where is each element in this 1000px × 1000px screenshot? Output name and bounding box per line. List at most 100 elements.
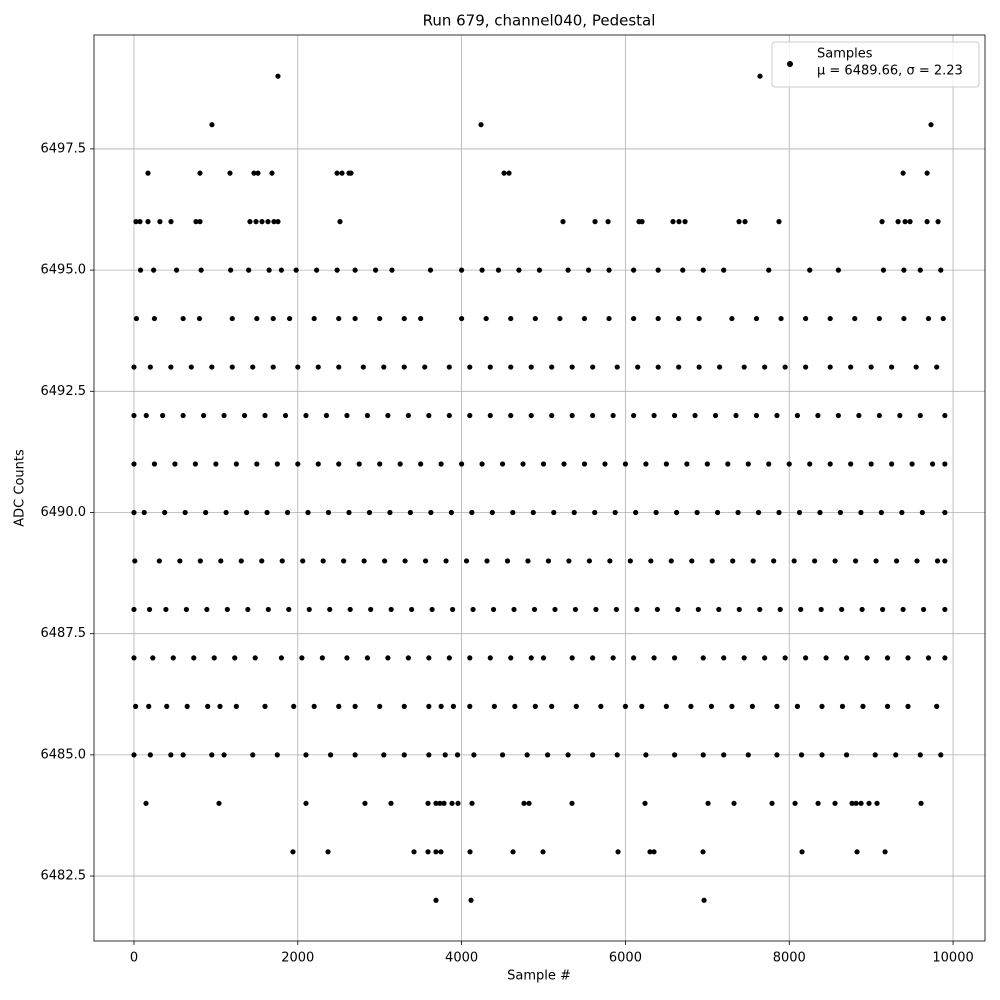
point: [422, 558, 429, 564]
point: [484, 558, 490, 564]
point: [531, 606, 538, 613]
point: [631, 655, 637, 661]
point: [377, 703, 383, 709]
point: [817, 509, 823, 516]
point: [450, 703, 457, 709]
point: [438, 703, 444, 709]
point: [684, 461, 690, 467]
point: [827, 364, 833, 370]
point: [919, 509, 925, 516]
point: [255, 170, 261, 176]
point: [934, 558, 941, 564]
point: [639, 219, 645, 225]
point: [274, 752, 280, 758]
point: [807, 461, 813, 467]
point: [807, 267, 813, 273]
point: [512, 703, 518, 709]
point: [905, 655, 911, 661]
point: [942, 558, 948, 564]
point: [704, 461, 710, 467]
point: [835, 412, 841, 419]
point: [942, 412, 948, 419]
point: [901, 315, 907, 322]
point: [446, 364, 452, 370]
point: [336, 461, 342, 467]
point: [347, 606, 353, 613]
point: [876, 315, 882, 322]
point: [872, 752, 878, 758]
point: [671, 655, 678, 661]
point: [319, 655, 325, 661]
point: [245, 606, 251, 613]
point: [467, 364, 473, 370]
point: [549, 364, 555, 370]
point: [913, 364, 919, 370]
point: [794, 412, 801, 419]
point: [197, 170, 203, 176]
point: [917, 267, 923, 273]
point: [860, 703, 866, 709]
point: [146, 606, 153, 613]
point: [540, 849, 546, 855]
point: [778, 315, 784, 322]
point: [305, 509, 311, 516]
point: [762, 364, 768, 370]
point: [917, 752, 923, 758]
point: [893, 558, 900, 564]
point: [346, 509, 352, 516]
point: [526, 800, 532, 806]
point: [909, 461, 915, 467]
point: [812, 558, 818, 564]
point: [487, 655, 493, 661]
point: [262, 703, 268, 709]
point: [238, 558, 244, 564]
point: [590, 412, 596, 419]
point: [771, 558, 777, 564]
point: [606, 315, 612, 322]
y-tick-label: 6495.0: [41, 263, 87, 278]
point: [700, 655, 706, 661]
point: [489, 509, 495, 516]
point: [635, 364, 641, 370]
x-tick-label: 4000: [445, 951, 478, 966]
point: [315, 364, 321, 370]
point: [701, 897, 707, 903]
point: [478, 122, 484, 128]
point: [327, 752, 334, 758]
point: [917, 412, 923, 419]
point: [819, 703, 825, 709]
point: [934, 364, 940, 370]
point: [899, 509, 905, 516]
point: [183, 606, 189, 613]
point: [471, 752, 477, 758]
point: [508, 364, 514, 370]
point: [491, 703, 497, 709]
point: [928, 122, 934, 128]
point: [688, 703, 694, 709]
point: [173, 267, 180, 273]
point: [581, 315, 588, 322]
point: [162, 509, 168, 516]
point: [643, 461, 649, 467]
y-tick-label: 6490.0: [41, 505, 87, 520]
point: [232, 655, 238, 661]
point: [868, 461, 874, 467]
point: [250, 364, 256, 370]
point: [528, 412, 534, 419]
point: [794, 703, 801, 709]
point: [311, 315, 317, 322]
point: [163, 606, 169, 613]
point: [197, 558, 203, 564]
point: [433, 849, 439, 855]
point: [177, 558, 183, 564]
point: [694, 509, 700, 516]
point: [325, 509, 332, 516]
point: [729, 703, 735, 709]
point: [385, 655, 391, 661]
point: [839, 606, 845, 613]
point: [631, 315, 637, 322]
y-tick-label: 6497.5: [41, 141, 87, 156]
point: [592, 509, 598, 516]
point: [714, 509, 721, 516]
point: [157, 219, 163, 225]
